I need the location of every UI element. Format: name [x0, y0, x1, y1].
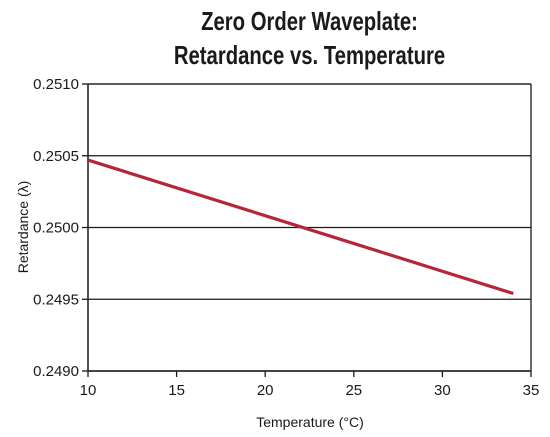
gridlines — [88, 83, 531, 372]
x-axis-label: Temperature (°C) — [256, 414, 364, 430]
chart-title-line-2: Retardance vs. Temperature — [173, 40, 446, 70]
x-tick-label: 35 — [523, 382, 540, 399]
axes — [82, 83, 532, 377]
x-tick-label: 30 — [434, 382, 451, 399]
x-tick-label: 10 — [80, 382, 97, 399]
series-line — [87, 158, 514, 296]
x-tick-label: 15 — [168, 382, 185, 399]
chart-title-line-1: Zero Order Waveplate: — [201, 6, 418, 36]
y-tick-label: 0.2505 — [33, 148, 79, 165]
x-tick-label: 20 — [257, 382, 274, 399]
y-tick-label: 0.2495 — [33, 291, 79, 308]
y-tick-label: 0.2510 — [33, 76, 79, 93]
x-tick-label: 25 — [345, 382, 362, 399]
y-tick-label: 0.2490 — [33, 363, 79, 380]
y-tick-label: 0.2500 — [33, 220, 79, 237]
tick-labels: 0.2490 0.2495 0.2500 0.2505 0.2510 10 15 20 25 30… — [33, 76, 539, 399]
chart-title: Zero Order Waveplate: Retardance vs. Tem… — [88, 4, 531, 72]
y-axis-label: Retardance (λ) — [15, 181, 31, 274]
series-layer — [87, 158, 514, 296]
